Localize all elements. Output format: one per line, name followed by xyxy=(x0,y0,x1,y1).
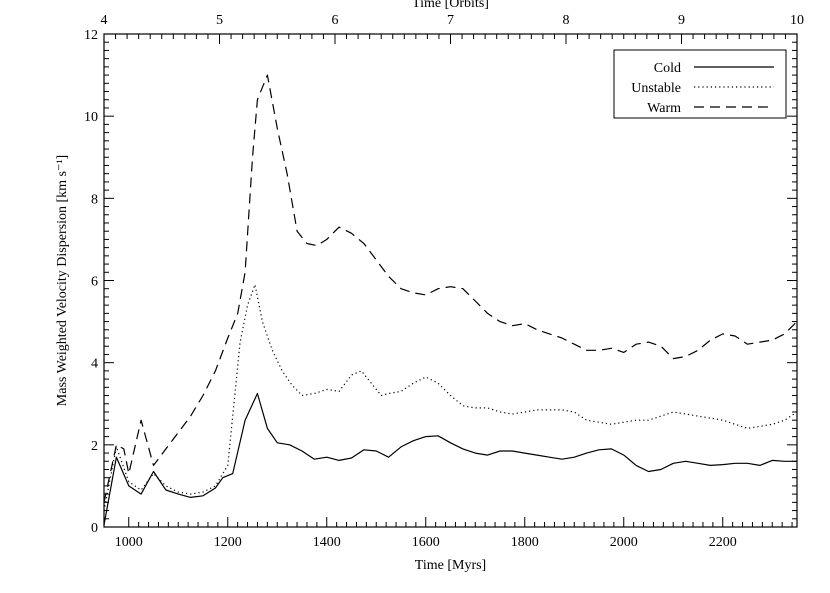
top-tick-label: 10 xyxy=(790,13,804,28)
series-line-cold xyxy=(103,392,797,526)
y-tick-label: 4 xyxy=(91,357,98,372)
y-tick-label: 12 xyxy=(84,28,98,43)
y-axis-labels: 0 2 4 6 8 10 12 xyxy=(84,28,98,536)
top-tick-label: 5 xyxy=(216,13,223,28)
y-tick-label: 6 xyxy=(91,275,98,290)
x-tick-label: 1000 xyxy=(115,535,143,550)
x-axis-title: Time [Myrs] xyxy=(415,558,486,573)
y-axis-title: Mass Weighted Velocity Dispersion [km s⁻… xyxy=(55,155,70,406)
y-tick-label: 8 xyxy=(91,192,98,207)
top-tick-label: 7 xyxy=(447,13,454,28)
top-tick-label: 4 xyxy=(101,13,108,28)
x-tick-label: 1600 xyxy=(412,535,440,550)
y-tick-label: 10 xyxy=(84,110,98,125)
x-axis-labels: 1000 1200 1400 1600 1800 2000 2200 xyxy=(115,535,737,550)
y-tick-label: 2 xyxy=(91,439,98,454)
top-tick-label: 8 xyxy=(563,13,570,28)
legend-label-warm: Warm xyxy=(647,101,681,116)
legend-label-cold: Cold xyxy=(654,61,681,76)
x-tick-label: 1800 xyxy=(511,535,539,550)
plot-frame xyxy=(103,33,798,528)
top-axis-labels: 4 5 6 7 8 9 10 xyxy=(101,13,805,28)
x-tick-label: 2200 xyxy=(709,535,737,550)
y-tick-label: 0 xyxy=(91,521,98,536)
x-tick-label: 1200 xyxy=(214,535,242,550)
axis-ticks xyxy=(103,33,798,528)
x-tick-label: 2000 xyxy=(610,535,638,550)
series-line-unstable xyxy=(103,284,798,511)
top-tick-label: 6 xyxy=(332,13,339,28)
legend: Cold Unstable Warm xyxy=(613,49,787,119)
top-axis-title: Time [Orbits] xyxy=(412,0,489,11)
x-tick-label: 1400 xyxy=(313,535,341,550)
legend-label-unstable: Unstable xyxy=(631,81,681,96)
top-tick-label: 9 xyxy=(678,13,685,28)
series-layer xyxy=(103,74,798,526)
series-line-warm xyxy=(103,74,798,503)
